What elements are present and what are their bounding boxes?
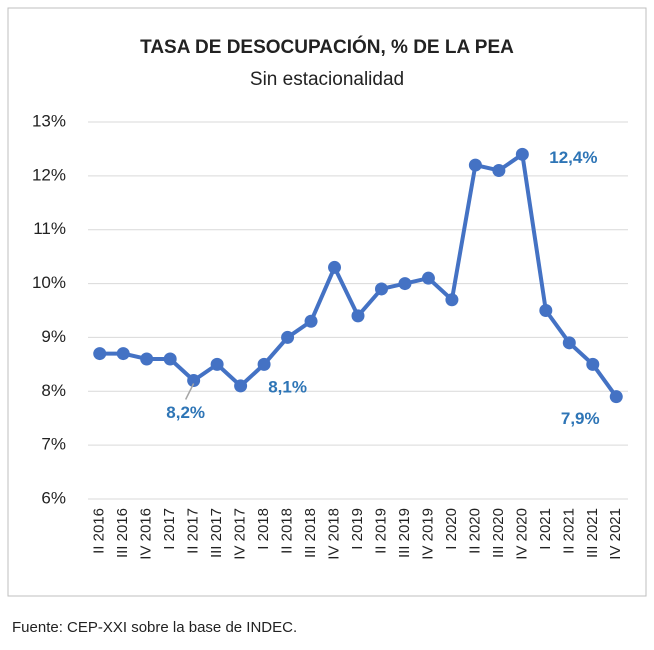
x-tick-label: I 2019: [349, 508, 366, 550]
x-tick-label: III 2018: [302, 508, 319, 558]
x-tick-label: IV 2020: [513, 508, 530, 560]
data-point: [515, 147, 529, 161]
leader-line: [184, 383, 195, 400]
data-point: [281, 330, 295, 344]
data-point: [468, 158, 482, 172]
y-tick-label: 9%: [41, 327, 66, 346]
x-tick-label: IV 2017: [232, 508, 249, 560]
chart-subtitle: Sin estacionalidad: [250, 69, 404, 90]
x-tick-label: I 2020: [443, 508, 460, 550]
x-tick-label: IV 2019: [419, 508, 436, 560]
x-tick-label: I 2018: [255, 508, 272, 550]
data-label: 8,2%: [166, 403, 205, 422]
data-point: [586, 357, 600, 371]
y-tick-label: 11%: [33, 219, 66, 238]
y-tick-label: 10%: [32, 273, 66, 292]
x-tick-label: II 2018: [279, 508, 296, 554]
x-tick-label: III 2019: [396, 508, 413, 558]
x-tick-label: III 2021: [584, 508, 601, 558]
data-point: [374, 282, 388, 296]
y-tick-label: 12%: [32, 165, 66, 184]
chart-title: TASA DE DESOCUPACIÓN, % DE LA PEA: [140, 36, 514, 58]
data-point: [234, 379, 248, 393]
data-point: [328, 260, 342, 274]
x-tick-label: II 2016: [91, 508, 108, 554]
data-point: [351, 309, 365, 323]
data-point: [140, 352, 154, 366]
data-point: [257, 357, 271, 371]
x-tick-label: II 2021: [560, 508, 577, 554]
data-point: [398, 277, 412, 291]
y-tick-label: 6%: [41, 488, 66, 507]
data-point: [609, 390, 623, 404]
data-point: [421, 271, 435, 285]
x-tick-label: II 2017: [185, 508, 202, 554]
y-tick-label: 7%: [41, 435, 66, 454]
x-tick-label: I 2021: [537, 508, 554, 550]
data-point: [210, 357, 224, 371]
data-point: [93, 347, 107, 361]
data-label: 7,9%: [561, 409, 600, 428]
x-tick-label: IV 2021: [607, 508, 624, 560]
y-tick-label: 8%: [41, 381, 66, 400]
x-tick-label: I 2017: [161, 508, 178, 550]
data-point: [116, 347, 130, 361]
data-label: 8,1%: [268, 377, 307, 396]
data-point: [163, 352, 177, 366]
x-tick-label: IV 2016: [138, 508, 155, 560]
data-label: 12,4%: [549, 148, 597, 167]
x-tick-label: III 2020: [490, 508, 507, 558]
x-tick-label: III 2017: [208, 508, 225, 558]
x-tick-label: III 2016: [114, 508, 131, 558]
x-tick-label: II 2020: [466, 508, 483, 554]
x-tick-label: II 2019: [372, 508, 389, 554]
data-point: [492, 163, 506, 177]
data-point: [539, 304, 553, 317]
source-note: Fuente: CEP-XXI sobre la base de INDEC.: [12, 619, 297, 636]
data-point: [445, 293, 459, 307]
chart-frame: [7, 7, 647, 597]
data-point: [187, 374, 201, 388]
y-tick-label: 13%: [32, 111, 66, 130]
data-point: [562, 336, 576, 350]
data-point: [304, 314, 318, 328]
x-tick-label: IV 2018: [325, 508, 342, 560]
